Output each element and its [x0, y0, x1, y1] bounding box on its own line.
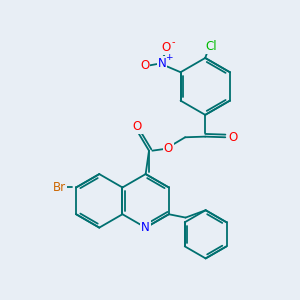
Text: Br: Br	[53, 181, 66, 194]
Text: O: O	[140, 59, 149, 72]
Text: +: +	[165, 52, 172, 62]
Text: N: N	[141, 221, 150, 234]
Text: O: O	[162, 40, 171, 54]
Text: O: O	[133, 120, 142, 133]
Text: -: -	[172, 37, 175, 47]
Text: O: O	[164, 142, 173, 155]
Text: O: O	[228, 131, 237, 144]
Text: Cl: Cl	[206, 40, 217, 53]
Text: N: N	[158, 57, 167, 70]
